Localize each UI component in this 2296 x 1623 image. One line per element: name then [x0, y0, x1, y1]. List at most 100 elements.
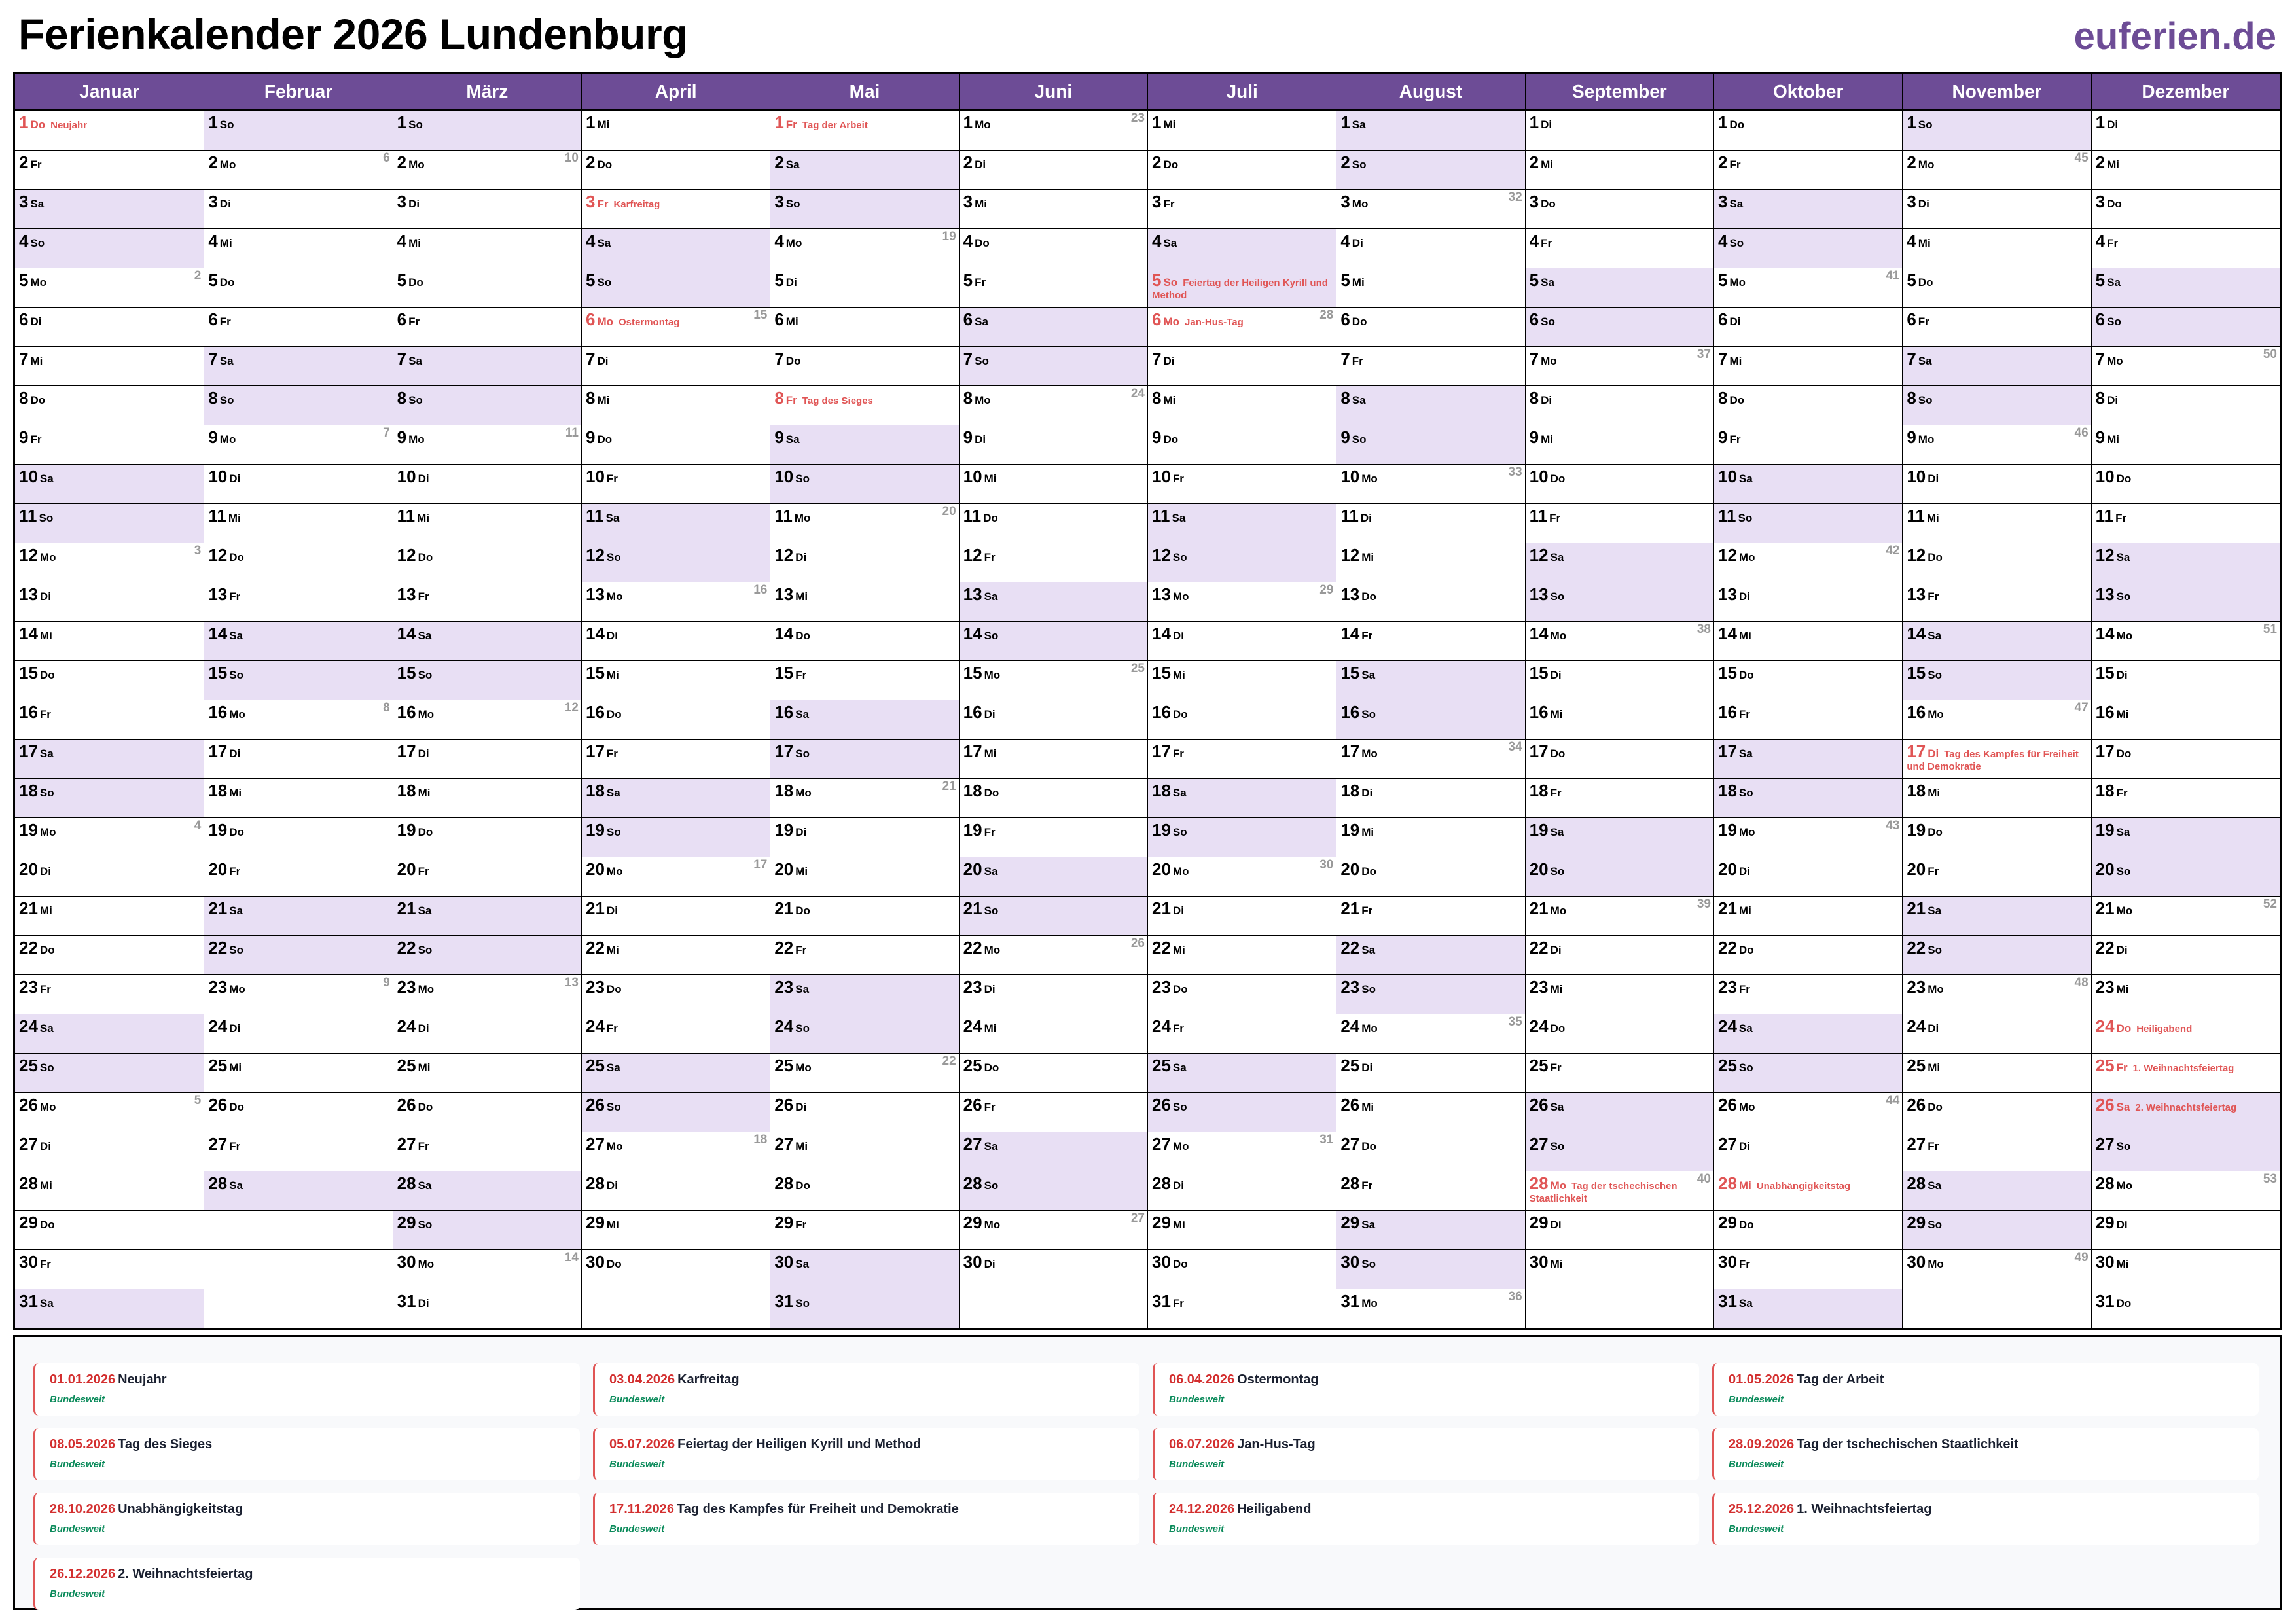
day-cell[interactable]: 24 Fr: [1148, 1014, 1336, 1053]
day-cell[interactable]: 6 Fr: [204, 307, 393, 346]
day-cell[interactable]: 24 Di: [204, 1014, 393, 1053]
day-cell[interactable]: 12 Mi: [1336, 543, 1525, 582]
day-cell[interactable]: 18 Fr: [1525, 778, 1713, 817]
day-cell[interactable]: 17 Mi: [959, 739, 1147, 778]
day-cell[interactable]: 12 Fr: [959, 543, 1147, 582]
day-cell[interactable]: 19 Do: [1903, 817, 2091, 857]
day-cell[interactable]: 26 Mo 5: [15, 1092, 204, 1132]
day-cell[interactable]: 2 Di: [959, 150, 1147, 189]
day-cell[interactable]: 27 Fr: [204, 1132, 393, 1171]
day-cell[interactable]: 27 Fr: [1903, 1132, 2091, 1171]
day-cell[interactable]: 11 Sa: [1148, 503, 1336, 543]
day-cell[interactable]: 30 Di: [959, 1249, 1147, 1289]
day-cell[interactable]: 24 Di: [393, 1014, 581, 1053]
day-cell[interactable]: 27 Di: [1714, 1132, 1903, 1171]
day-cell[interactable]: 6 Fr: [1903, 307, 2091, 346]
day-cell[interactable]: 6 Do: [1336, 307, 1525, 346]
day-cell[interactable]: 13 Di: [15, 582, 204, 621]
day-cell[interactable]: 29 Di: [2091, 1210, 2280, 1249]
day-cell[interactable]: 20 Mo 30: [1148, 857, 1336, 896]
day-cell[interactable]: 9 Mi: [1525, 425, 1713, 464]
day-cell[interactable]: 7 Mo 50: [2091, 346, 2280, 385]
day-cell[interactable]: 30 Mi: [1525, 1249, 1713, 1289]
day-cell[interactable]: 4 Do: [959, 228, 1147, 268]
day-cell[interactable]: 23 Fr: [1714, 974, 1903, 1014]
day-cell[interactable]: 7 Fr: [1336, 346, 1525, 385]
day-cell[interactable]: 27 So: [1525, 1132, 1713, 1171]
day-cell[interactable]: 4 Fr: [1525, 228, 1713, 268]
day-cell[interactable]: 12 Sa: [1525, 543, 1713, 582]
day-cell[interactable]: 15 Mo 25: [959, 660, 1147, 700]
day-cell[interactable]: 3 Do: [2091, 189, 2280, 228]
day-cell[interactable]: 24 Do: [1525, 1014, 1713, 1053]
day-cell[interactable]: 29 Di: [1525, 1210, 1713, 1249]
day-cell[interactable]: 8 Mo 24: [959, 385, 1147, 425]
day-cell[interactable]: 4 Mo 19: [770, 228, 959, 268]
day-cell[interactable]: 5 Sa: [1525, 268, 1713, 307]
day-cell[interactable]: 17 Di Tag des Kampfes für Freiheit und Dem…: [1903, 739, 2091, 778]
day-cell[interactable]: 19 Mi: [1336, 817, 1525, 857]
day-cell[interactable]: 10 Mi: [959, 464, 1147, 503]
day-cell[interactable]: 25 So: [15, 1053, 204, 1092]
day-cell[interactable]: 6 Mo Ostermontag 15: [582, 307, 770, 346]
day-cell[interactable]: 17 So: [770, 739, 959, 778]
day-cell[interactable]: 14 Sa: [204, 621, 393, 660]
day-cell[interactable]: 2 Mi: [1525, 150, 1713, 189]
day-cell[interactable]: 20 Fr: [393, 857, 581, 896]
day-cell[interactable]: 9 Mi: [2091, 425, 2280, 464]
day-cell[interactable]: 13 Sa: [959, 582, 1147, 621]
day-cell[interactable]: 1 Mi: [582, 111, 770, 150]
day-cell[interactable]: 29 Mo 27: [959, 1210, 1147, 1249]
day-cell[interactable]: 22 Do: [15, 935, 204, 974]
day-cell[interactable]: 18 Mi: [1903, 778, 2091, 817]
day-cell[interactable]: 3 Di: [204, 189, 393, 228]
day-cell[interactable]: 16 Mi: [2091, 700, 2280, 739]
day-cell[interactable]: 5 Do: [1903, 268, 2091, 307]
day-cell[interactable]: 14 Mi: [1714, 621, 1903, 660]
day-cell[interactable]: 24 Mo 35: [1336, 1014, 1525, 1053]
day-cell[interactable]: 16 Mo 47: [1903, 700, 2091, 739]
day-cell[interactable]: 8 Mi: [1148, 385, 1336, 425]
day-cell[interactable]: 30 Sa: [770, 1249, 959, 1289]
day-cell[interactable]: 22 So: [204, 935, 393, 974]
day-cell[interactable]: 25 Sa: [582, 1053, 770, 1092]
day-cell[interactable]: 14 Mi: [15, 621, 204, 660]
day-cell[interactable]: 27 Fr: [393, 1132, 581, 1171]
day-cell[interactable]: 21 Sa: [204, 896, 393, 935]
day-cell[interactable]: 3 Di: [1903, 189, 2091, 228]
day-cell[interactable]: 22 Fr: [770, 935, 959, 974]
day-cell[interactable]: 14 Do: [770, 621, 959, 660]
day-cell[interactable]: 4 So: [1714, 228, 1903, 268]
day-cell[interactable]: 10 Di: [204, 464, 393, 503]
day-cell[interactable]: 2 Do: [1148, 150, 1336, 189]
day-cell[interactable]: 7 Sa: [1903, 346, 2091, 385]
day-cell[interactable]: 24 So: [770, 1014, 959, 1053]
day-cell[interactable]: 26 Di: [770, 1092, 959, 1132]
day-cell[interactable]: 2 Mi: [2091, 150, 2280, 189]
day-cell[interactable]: 25 Di: [1336, 1053, 1525, 1092]
day-cell[interactable]: 1 Mi: [1148, 111, 1336, 150]
day-cell[interactable]: 6 Di: [15, 307, 204, 346]
day-cell[interactable]: 15 Do: [1714, 660, 1903, 700]
day-cell[interactable]: 25 Mi: [393, 1053, 581, 1092]
day-cell[interactable]: 16 Sa: [770, 700, 959, 739]
day-cell[interactable]: 16 Mo 12: [393, 700, 581, 739]
day-cell[interactable]: 29 So: [1903, 1210, 2091, 1249]
day-cell[interactable]: 21 Sa: [1903, 896, 2091, 935]
day-cell[interactable]: 1 Do: [1714, 111, 1902, 150]
day-cell[interactable]: 26 Mo 44: [1714, 1092, 1903, 1132]
day-cell[interactable]: 16 Do: [582, 700, 770, 739]
day-cell[interactable]: 30 Mo 49: [1903, 1249, 2091, 1289]
day-cell[interactable]: 4 Di: [1336, 228, 1525, 268]
day-cell[interactable]: 2 So: [1336, 150, 1525, 189]
day-cell[interactable]: 29 Fr: [770, 1210, 959, 1249]
day-cell[interactable]: 8 Di: [1525, 385, 1713, 425]
day-cell[interactable]: 13 Do: [1336, 582, 1525, 621]
day-cell[interactable]: 6 So: [2091, 307, 2280, 346]
day-cell[interactable]: 11 So: [15, 503, 204, 543]
day-cell[interactable]: 23 Do: [1148, 974, 1336, 1014]
day-cell[interactable]: 22 Mo 26: [959, 935, 1147, 974]
day-cell[interactable]: 26 Do: [1903, 1092, 2091, 1132]
day-cell[interactable]: 18 Sa: [1148, 778, 1336, 817]
logo[interactable]: euferien.de: [2073, 15, 2276, 58]
